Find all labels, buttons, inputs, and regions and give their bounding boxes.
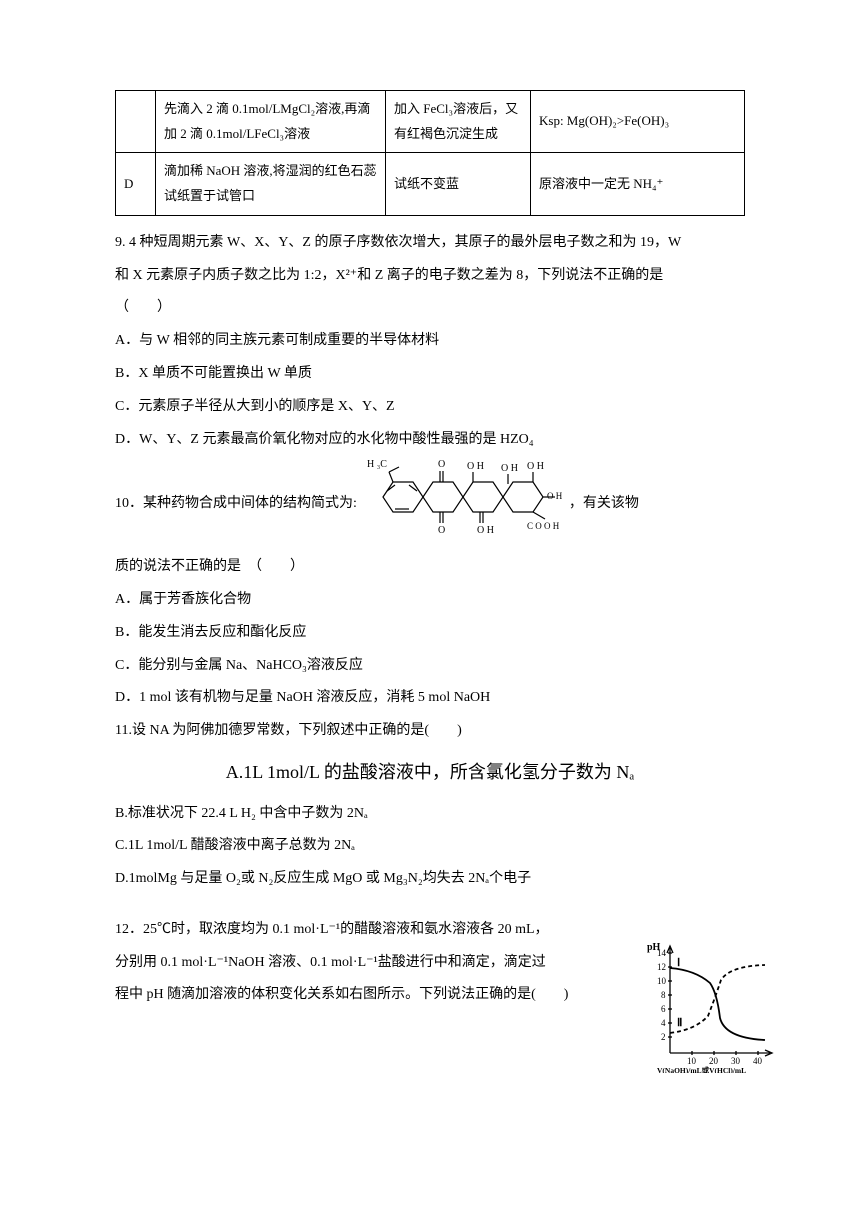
q11-option-d: D.1molMg 与足量 O₂或 N₂反应生成 MgO 或 Mg₃N₂均失去 2… xyxy=(115,864,745,895)
q10-stem-line2: 质的说法不正确的是 （ ） xyxy=(115,552,745,583)
q10-stem-line: 10．某种药物合成中间体的结构简式为: xyxy=(115,457,745,552)
svg-text:O H: O H xyxy=(527,461,544,472)
q9-option-a: A．与 W 相邻的同主族元素可制成重要的半导体材料 xyxy=(115,326,745,357)
q9-option-b: B．X 单质不可能置换出 W 单质 xyxy=(115,359,745,390)
svg-text:10: 10 xyxy=(657,976,667,986)
q10-option-a: A．属于芳香族化合物 xyxy=(115,585,745,616)
cell-conclusion: 原溶液中一定无 NH₄⁺ xyxy=(531,153,745,215)
q11-option-b: B.标准状况下 22.4 L H₂ 中含中子数为 2Nₐ xyxy=(115,799,745,830)
cell-phenomenon: 试纸不变蓝 xyxy=(386,153,531,215)
q11-option-c: C.1L 1mol/L 醋酸溶液中离子总数为 2Nₐ xyxy=(115,831,745,862)
q10-option-d: D．1 mol 该有机物与足量 NaOH 溶液反应，消耗 5 mol NaOH xyxy=(115,683,745,714)
q11-option-a: A.1L 1mol/L 的盐酸溶液中，所含氯化氢分子数为 Nₐ xyxy=(115,753,745,793)
q9-stem: 9. 4 种短周期元素 W、X、Y、Z 的原子序数依次增大，其原子的最外层电子数… xyxy=(115,228,745,259)
svg-text:30: 30 xyxy=(731,1056,741,1066)
svg-text:14: 14 xyxy=(657,948,667,958)
titration-chart: pH 14 12 10 8 6 4 2 10 20 30 40 xyxy=(645,938,780,1086)
svg-text:40: 40 xyxy=(753,1056,763,1066)
svg-text:H ₃C: H ₃C xyxy=(367,459,387,470)
svg-text:O H: O H xyxy=(547,491,563,501)
q11-stem: 11.设 NA 为阿佛加德罗常数，下列叙述中正确的是( ) xyxy=(115,716,745,747)
svg-text:O H: O H xyxy=(477,525,494,536)
q10-option-c: C．能分别与金属 Na、NaHCO₃溶液反应 xyxy=(115,651,745,682)
svg-text:Ⅱ: Ⅱ xyxy=(677,1017,682,1029)
q9-option-c: C．元素原子半径从大到小的顺序是 X、Y、Z xyxy=(115,392,745,423)
svg-text:4: 4 xyxy=(661,1018,666,1028)
cell-label xyxy=(116,91,156,153)
svg-text:O: O xyxy=(438,525,445,536)
cell-label: D xyxy=(116,153,156,215)
svg-text:C O O H: C O O H xyxy=(527,521,560,531)
experiment-table: 先滴入 2 滴 0.1mol/LMgCl₂溶液,再滴加 2 滴 0.1mol/L… xyxy=(115,90,745,216)
q10-stem-after: ，有关该物 xyxy=(569,489,639,520)
q10-option-b: B．能发生消去反应和酯化反应 xyxy=(115,618,745,649)
svg-text:8: 8 xyxy=(661,990,666,1000)
svg-text:12: 12 xyxy=(657,962,666,972)
svg-text:10: 10 xyxy=(687,1056,697,1066)
svg-text:Ⅰ: Ⅰ xyxy=(677,957,680,969)
svg-text:O H: O H xyxy=(467,461,484,472)
svg-text:20: 20 xyxy=(709,1056,719,1066)
cell-conclusion: Ksp: Mg(OH)₂>Fe(OH)₃ xyxy=(531,91,745,153)
q9-stem: （ ） xyxy=(115,293,745,324)
svg-text:6: 6 xyxy=(661,1004,666,1014)
q9-stem: 和 X 元素原子内质子数之比为 1:2，X²⁺和 Z 离子的电子数之差为 8，下… xyxy=(115,261,745,292)
q9-option-d: D．W、Y、Z 元素最高价氧化物对应的水化物中酸性最强的是 HZO₄ xyxy=(115,425,745,456)
svg-text:O: O xyxy=(438,459,445,470)
cell-operation: 滴加稀 NaOH 溶液,将湿润的红色石蕊试纸置于试管口 xyxy=(156,153,386,215)
q10-stem-before: 10．某种药物合成中间体的结构简式为: xyxy=(115,489,357,520)
table-row: D 滴加稀 NaOH 溶液,将湿润的红色石蕊试纸置于试管口 试纸不变蓝 原溶液中… xyxy=(116,153,745,215)
svg-text:O H: O H xyxy=(501,463,518,474)
cell-phenomenon: 加入 FeCl₃溶液后，又有红褐色沉淀生成 xyxy=(386,91,531,153)
svg-text:2: 2 xyxy=(661,1032,666,1042)
molecule-structure-icon: H ₃C O O H O H O H O O H O H C O O H xyxy=(363,457,563,552)
svg-text:V(NaOH)/mL或V(HCl)/mL: V(NaOH)/mL或V(HCl)/mL xyxy=(657,1065,746,1073)
table-row: 先滴入 2 滴 0.1mol/LMgCl₂溶液,再滴加 2 滴 0.1mol/L… xyxy=(116,91,745,153)
cell-operation: 先滴入 2 滴 0.1mol/LMgCl₂溶液,再滴加 2 滴 0.1mol/L… xyxy=(156,91,386,153)
